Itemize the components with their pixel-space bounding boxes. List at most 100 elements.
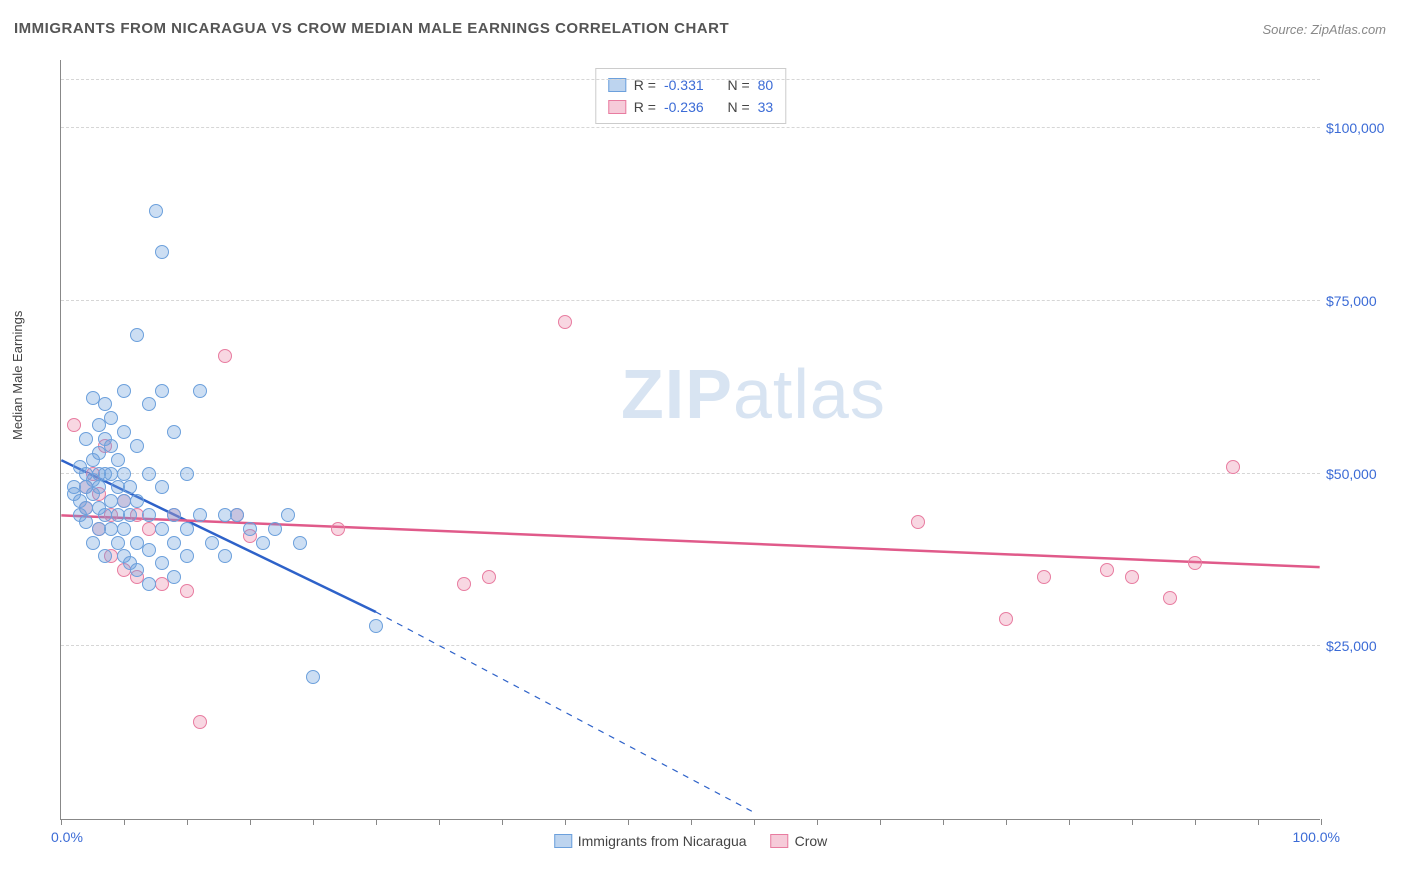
legend-r-label: R = <box>634 74 656 96</box>
scatter-point <box>92 480 106 494</box>
trend-line <box>376 612 754 812</box>
legend-row-pink: R = -0.236 N = 33 <box>608 96 773 118</box>
scatter-point <box>155 480 169 494</box>
watermark-zip: ZIP <box>621 355 733 433</box>
scatter-point <box>130 439 144 453</box>
scatter-point <box>193 508 207 522</box>
y-tick-label: $75,000 <box>1326 293 1398 309</box>
legend-r-label: R = <box>634 96 656 118</box>
scatter-point <box>67 418 81 432</box>
scatter-point <box>281 508 295 522</box>
gridline <box>61 79 1320 80</box>
scatter-point <box>149 204 163 218</box>
scatter-point <box>130 328 144 342</box>
scatter-point <box>117 522 131 536</box>
scatter-point <box>230 508 244 522</box>
x-tick <box>61 819 62 825</box>
scatter-point <box>180 549 194 563</box>
scatter-point <box>111 536 125 550</box>
x-tick <box>1258 819 1259 825</box>
scatter-point <box>193 715 207 729</box>
legend-item-blue: Immigrants from Nicaragua <box>554 833 747 849</box>
scatter-point <box>167 508 181 522</box>
scatter-point <box>1037 570 1051 584</box>
watermark: ZIPatlas <box>621 354 886 434</box>
y-axis-label: Median Male Earnings <box>10 311 25 440</box>
scatter-point <box>558 315 572 329</box>
scatter-point <box>1188 556 1202 570</box>
swatch-pink-icon <box>771 834 789 848</box>
x-tick <box>187 819 188 825</box>
legend-correlation-box: R = -0.331 N = 80 R = -0.236 N = 33 <box>595 68 786 124</box>
scatter-point <box>243 522 257 536</box>
legend-series: Immigrants from Nicaragua Crow <box>554 833 828 849</box>
swatch-blue-icon <box>608 78 626 92</box>
scatter-point <box>142 543 156 557</box>
chart-title: IMMIGRANTS FROM NICARAGUA VS CROW MEDIAN… <box>14 20 729 37</box>
x-tick <box>124 819 125 825</box>
scatter-point <box>167 570 181 584</box>
scatter-point <box>117 467 131 481</box>
x-tick <box>1069 819 1070 825</box>
legend-pink-label: Crow <box>795 833 828 849</box>
scatter-point <box>111 453 125 467</box>
legend-pink-r: -0.236 <box>664 96 704 118</box>
scatter-point <box>268 522 282 536</box>
scatter-point <box>142 577 156 591</box>
legend-n-label: N = <box>727 74 749 96</box>
gridline <box>61 473 1320 474</box>
x-tick <box>250 819 251 825</box>
scatter-point <box>218 349 232 363</box>
x-tick <box>817 819 818 825</box>
legend-row-blue: R = -0.331 N = 80 <box>608 74 773 96</box>
scatter-point <box>293 536 307 550</box>
scatter-point <box>117 425 131 439</box>
x-tick <box>502 819 503 825</box>
scatter-point <box>999 612 1013 626</box>
y-tick-label: $50,000 <box>1326 466 1398 482</box>
scatter-point <box>123 508 137 522</box>
legend-blue-n: 80 <box>758 74 774 96</box>
x-tick <box>1321 819 1322 825</box>
scatter-point <box>155 522 169 536</box>
y-tick-label: $25,000 <box>1326 638 1398 654</box>
scatter-point <box>167 425 181 439</box>
scatter-point <box>142 508 156 522</box>
scatter-point <box>331 522 345 536</box>
scatter-point <box>1100 563 1114 577</box>
scatter-point <box>1226 460 1240 474</box>
source-attribution: Source: ZipAtlas.com <box>1262 22 1386 37</box>
scatter-point <box>1163 591 1177 605</box>
scatter-point <box>167 536 181 550</box>
x-tick <box>376 819 377 825</box>
legend-item-pink: Crow <box>771 833 828 849</box>
legend-pink-n: 33 <box>758 96 774 118</box>
scatter-point <box>104 439 118 453</box>
scatter-point <box>79 432 93 446</box>
x-tick <box>1132 819 1133 825</box>
scatter-point <box>180 584 194 598</box>
scatter-point <box>104 411 118 425</box>
scatter-point <box>98 549 112 563</box>
x-tick <box>1195 819 1196 825</box>
swatch-blue-icon <box>554 834 572 848</box>
scatter-point <box>155 556 169 570</box>
x-tick <box>691 819 692 825</box>
swatch-pink-icon <box>608 100 626 114</box>
scatter-point <box>180 522 194 536</box>
legend-n-label: N = <box>727 96 749 118</box>
scatter-point <box>130 494 144 508</box>
plot-area: ZIPatlas R = -0.331 N = 80 R = -0.236 N … <box>60 60 1320 820</box>
scatter-point <box>142 467 156 481</box>
x-tick <box>943 819 944 825</box>
legend-blue-label: Immigrants from Nicaragua <box>578 833 747 849</box>
gridline <box>61 645 1320 646</box>
x-tick <box>1006 819 1007 825</box>
scatter-point <box>911 515 925 529</box>
scatter-point <box>256 536 270 550</box>
scatter-point <box>130 563 144 577</box>
y-tick-label: $100,000 <box>1326 120 1398 136</box>
x-tick <box>754 819 755 825</box>
scatter-point <box>218 549 232 563</box>
scatter-point <box>98 397 112 411</box>
